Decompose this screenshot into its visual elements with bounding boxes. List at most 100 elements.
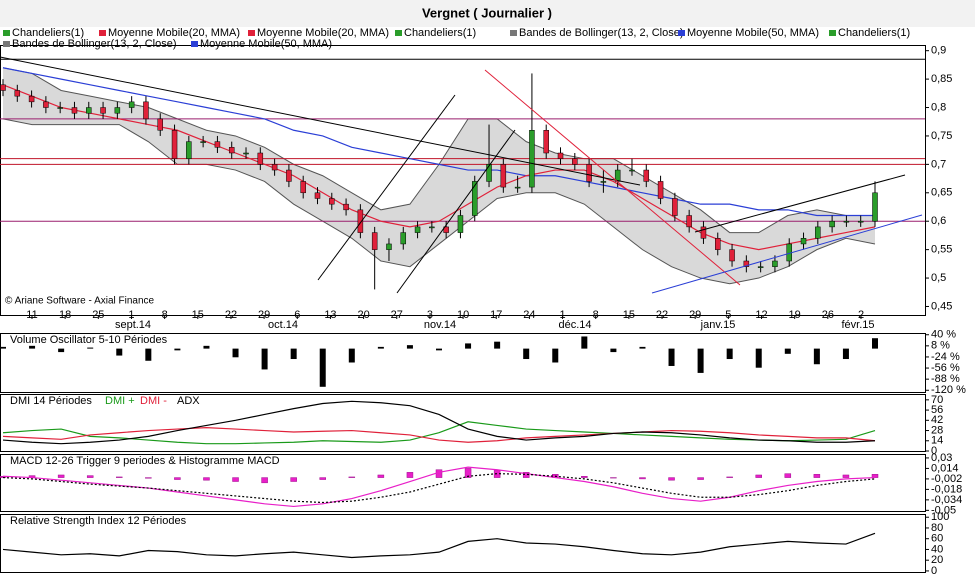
x-tick-label: 24 — [523, 309, 535, 321]
histogram-bar — [319, 477, 326, 480]
x-tick-label: 1 — [128, 309, 134, 321]
bar — [552, 348, 559, 363]
line — [2, 473, 876, 504]
legend-swatch — [99, 30, 106, 36]
annotation: © Ariane Software - Axial Finance — [5, 296, 155, 307]
histogram-bar — [755, 474, 762, 478]
bollinger-lower — [2, 118, 876, 285]
x-tick-label: 13 — [324, 309, 336, 321]
candle-body — [457, 215, 464, 233]
panel-title: MACD 12-26 Trigger 9 periodes & Histogra… — [10, 455, 280, 467]
x-tick-label: 26 — [822, 309, 834, 321]
bar — [290, 348, 297, 360]
histogram-bar — [406, 472, 414, 478]
candle-body — [657, 181, 664, 199]
histogram-bar — [174, 477, 181, 480]
y-tick-label: 0,55 — [931, 244, 952, 256]
histogram-bar — [86, 475, 94, 478]
bar — [668, 348, 675, 366]
candle-body — [43, 101, 49, 108]
candle-body — [672, 198, 678, 216]
y-tick-label: -0,05 — [931, 504, 956, 516]
x-tick-label: 12 — [755, 309, 767, 321]
y-tick-label: 0,85 — [931, 73, 952, 85]
bar — [755, 348, 762, 368]
candle-body — [529, 130, 535, 188]
month-label: févr.15 — [841, 319, 874, 331]
bar — [348, 348, 355, 363]
x-tick-label: 22 — [225, 309, 237, 321]
y-tick-label: 42 — [931, 414, 943, 426]
x-tick-label: 19 — [789, 309, 801, 321]
panel-title: Relative Strength Index 12 Périodes — [10, 515, 187, 527]
x-tick-label: 8 — [593, 309, 599, 321]
legend-label: Bandes de Bollinger(13, 2, Close) — [519, 27, 683, 39]
line — [2, 532, 876, 559]
legend-label: Bandes de Bollinger(13, 2, Close) — [12, 38, 176, 50]
candle-body — [743, 260, 750, 267]
y-tick-label: 60 — [931, 533, 943, 545]
x-tick-label: 15 — [623, 309, 635, 321]
candle-body — [629, 169, 635, 172]
line — [2, 67, 875, 217]
y-tick-label: 0 — [931, 565, 937, 575]
candle-body — [186, 141, 192, 159]
histogram-bar — [116, 476, 123, 478]
bar — [581, 336, 588, 349]
candle-body — [572, 158, 578, 165]
candle-body — [843, 220, 850, 223]
trend-lines — [0, 56, 923, 294]
bar — [639, 346, 646, 349]
candle-body — [57, 107, 63, 109]
y-tick-label: 40 — [931, 543, 943, 555]
candle-body — [86, 107, 92, 114]
candle-body — [171, 130, 178, 159]
x-tick-label: 11 — [26, 309, 37, 321]
candle-body — [829, 220, 835, 228]
bar — [784, 348, 791, 354]
trend-line — [396, 129, 516, 294]
bar — [377, 346, 384, 349]
candle-body — [700, 226, 707, 239]
x-tick-label: 29 — [258, 309, 270, 321]
bar — [87, 347, 94, 349]
bar — [872, 338, 878, 349]
line — [2, 84, 876, 251]
y-tick-label: 56 — [931, 404, 943, 416]
candle-body — [757, 266, 764, 268]
candle-body — [557, 152, 564, 159]
candle-body — [157, 118, 163, 131]
candle-body — [28, 95, 35, 103]
y-tick-label: 0,7 — [931, 158, 946, 170]
month-label: nov.14 — [424, 319, 456, 331]
candle-body — [386, 243, 392, 250]
candle-body — [143, 101, 149, 120]
bar — [813, 348, 820, 365]
candle-body — [314, 192, 321, 199]
month-label: janv.15 — [700, 319, 736, 331]
x-tick-label: 2 — [858, 309, 864, 321]
bar — [174, 348, 181, 351]
month-label: oct.14 — [268, 319, 298, 331]
histogram-bar — [522, 472, 530, 478]
legend-swatch — [829, 30, 836, 36]
histogram-bar — [813, 474, 821, 478]
x-tick-label: 29 — [689, 309, 701, 321]
candle-body — [271, 164, 278, 171]
y-tick-label: -0,034 — [931, 494, 962, 506]
y-tick-label: 0,65 — [931, 187, 952, 199]
y-tick-label: 0,6 — [931, 215, 946, 227]
y-tick-label: 0,014 — [931, 462, 959, 474]
histogram-bar — [697, 477, 704, 480]
x-tick-label: 17 — [490, 309, 502, 321]
histogram-bar — [145, 477, 152, 479]
candle-body — [800, 238, 807, 245]
candle-body — [471, 181, 478, 216]
histogram-bar — [377, 474, 385, 478]
histogram-bar — [842, 474, 850, 478]
histogram-bar — [261, 477, 268, 484]
y-tick-label: -24 % — [931, 351, 960, 363]
histogram-bar — [639, 477, 646, 480]
y-tick-label: 0,5 — [931, 272, 946, 284]
month-label: sept.14 — [115, 319, 151, 331]
